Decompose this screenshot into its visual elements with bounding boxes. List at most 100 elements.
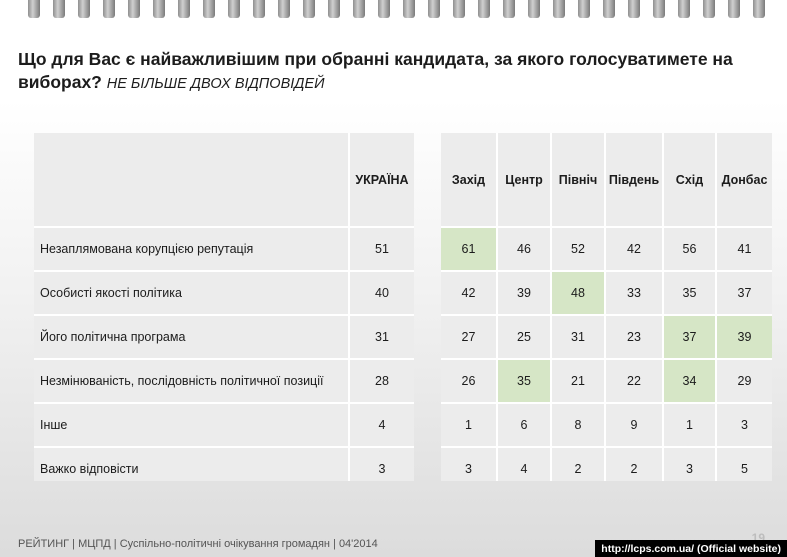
row-divider <box>34 446 414 448</box>
column-header: Центр <box>505 173 543 187</box>
table-cell: 34 <box>664 360 715 402</box>
column-header: УКРАЇНА <box>355 173 409 187</box>
column-divider <box>550 133 552 481</box>
table-cell: 22 <box>627 374 641 388</box>
column-divider <box>348 133 350 481</box>
binder-ring <box>53 0 65 18</box>
binder-ring <box>678 0 690 18</box>
table-cell: 42 <box>627 242 641 256</box>
binder-ring <box>703 0 715 18</box>
column-header: Донбас <box>721 173 768 187</box>
table-cell: 21 <box>571 374 585 388</box>
table-cell: 39 <box>717 316 772 358</box>
row-divider <box>34 226 414 228</box>
row-divider <box>441 402 772 404</box>
binder-ring <box>603 0 615 18</box>
table-cell: 2 <box>630 462 638 476</box>
table-cell: 1 <box>686 418 693 432</box>
row-label: Незмінюваність, послідовність політичної… <box>40 374 324 388</box>
column-divider <box>715 133 717 481</box>
row-divider <box>34 270 414 272</box>
binder-ring <box>478 0 490 18</box>
row-divider <box>34 358 414 360</box>
table-cell: 42 <box>461 286 476 300</box>
binder-ring <box>303 0 315 18</box>
table-cell: 4 <box>520 462 528 476</box>
slide-title: Що для Вас є найважливішим при обранні к… <box>18 48 758 96</box>
binder-rings <box>0 0 787 22</box>
binder-ring <box>253 0 265 18</box>
table-cell: 8 <box>574 418 582 432</box>
column-header: Північ <box>558 173 598 187</box>
table-cell: 3 <box>741 418 748 432</box>
column-divider <box>604 133 606 481</box>
row-label: Особисті якості політика <box>40 286 182 300</box>
table-cell: 26 <box>461 374 476 388</box>
table-cell: 29 <box>737 374 752 388</box>
table-cell: 31 <box>375 330 389 344</box>
column-divider <box>496 133 498 481</box>
table-cell: 48 <box>552 272 604 314</box>
row-label: Важко відповісти <box>40 462 139 476</box>
table-cell: 3 <box>378 462 386 476</box>
row-divider <box>441 358 772 360</box>
table-cell: 37 <box>737 286 752 300</box>
column-divider <box>662 133 664 481</box>
binder-ring <box>178 0 190 18</box>
binder-ring <box>203 0 215 18</box>
row-divider <box>441 270 772 272</box>
row-label: Його політична програма <box>40 330 186 344</box>
table-cell: 51 <box>375 242 389 256</box>
row-label: Інше <box>40 418 68 432</box>
table-cell: 5 <box>741 462 748 476</box>
row-divider <box>441 446 772 448</box>
table-cell: 31 <box>571 330 585 344</box>
binder-ring <box>128 0 140 18</box>
binder-ring <box>528 0 540 18</box>
binder-ring <box>453 0 465 18</box>
binder-ring <box>328 0 340 18</box>
table-cell: 6 <box>520 418 528 432</box>
table-cell: 28 <box>375 374 389 388</box>
row-divider <box>34 314 414 316</box>
table-cell: 52 <box>571 242 585 256</box>
table-cell: 9 <box>630 418 638 432</box>
binder-ring <box>728 0 740 18</box>
title-text: Що для Вас є найважливішим при обранні к… <box>18 49 733 92</box>
table-cell: 33 <box>627 286 641 300</box>
table-cell: 23 <box>627 330 641 344</box>
binder-ring <box>503 0 515 18</box>
binder-ring <box>403 0 415 18</box>
binder-ring <box>753 0 765 18</box>
table-cell: 35 <box>498 360 550 402</box>
column-header: Захід <box>451 173 486 187</box>
binder-ring <box>28 0 40 18</box>
binder-ring <box>278 0 290 18</box>
binder-ring <box>153 0 165 18</box>
table-cell: 46 <box>517 242 531 256</box>
table-cell: 1 <box>465 418 472 432</box>
binder-ring <box>653 0 665 18</box>
title-subtitle: НЕ БІЛЬШЕ ДВОХ ВІДПОВІДЕЙ <box>106 76 325 92</box>
column-header: Схід <box>675 173 704 187</box>
binder-ring <box>553 0 565 18</box>
table-cell: 39 <box>517 286 531 300</box>
binder-ring <box>78 0 90 18</box>
slide-footer: РЕЙТИНГ | МЦПД | Суспільно-політичні очі… <box>18 538 378 550</box>
binder-ring <box>428 0 440 18</box>
table-panel-left <box>34 133 414 481</box>
table-cell: 40 <box>375 286 389 300</box>
row-divider <box>34 402 414 404</box>
binder-ring <box>628 0 640 18</box>
row-divider <box>441 226 772 228</box>
table-cell: 3 <box>465 462 472 476</box>
table-cell: 4 <box>378 418 386 432</box>
column-header: Південь <box>608 173 660 187</box>
table-cell: 2 <box>574 462 582 476</box>
table-cell: 35 <box>682 286 697 300</box>
table-cell: 61 <box>441 228 496 270</box>
row-divider <box>441 314 772 316</box>
table-cell: 56 <box>682 242 697 256</box>
table-cell: 3 <box>686 462 693 476</box>
table-cell: 41 <box>737 242 752 256</box>
